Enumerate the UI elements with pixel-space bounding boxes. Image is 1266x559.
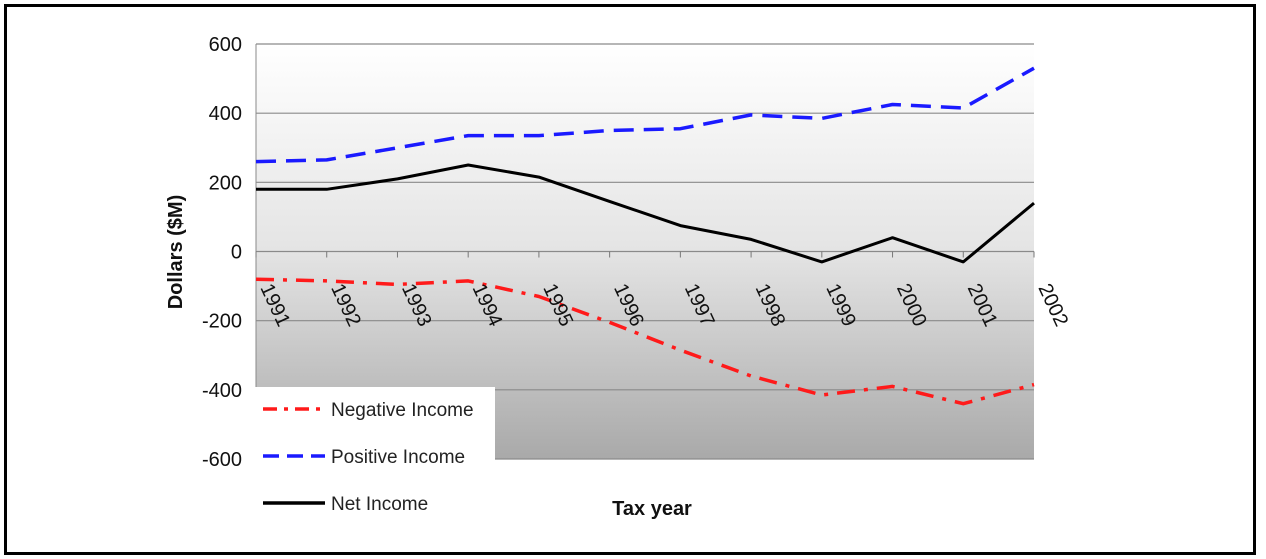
gridlines <box>255 43 1035 460</box>
x-axis-title: Tax year <box>612 498 692 520</box>
legend-label: Net Income <box>331 494 428 515</box>
y-tick-label: -600 <box>202 449 242 471</box>
y-tick-label: 200 <box>209 172 242 194</box>
legend-label: Positive Income <box>331 447 465 468</box>
legend-items: Negative Income Positive Income Net Income <box>263 400 474 515</box>
series-line-negative-income <box>255 277 1035 406</box>
series-line-positive-income <box>255 66 1035 164</box>
y-axis-title: Dollars ($M) <box>165 195 187 309</box>
x-tick-label: 2002 <box>1033 280 1072 330</box>
series-lines <box>255 66 1035 406</box>
y-tick-label: 0 <box>231 242 242 264</box>
y-tick-label: 400 <box>209 103 242 125</box>
y-tick-label: -400 <box>202 380 242 402</box>
y-tick-label: -200 <box>202 311 242 333</box>
legend-label: Negative Income <box>331 400 474 421</box>
series-line-net-income <box>256 163 1035 264</box>
y-axis-ticks: 600 400 200 0 -200 -400 -600 <box>202 34 242 471</box>
chart-frame: 600 400 200 0 -200 -400 -600 1991 1992 1993 1994 1… <box>4 4 1256 555</box>
y-tick-label: 600 <box>209 34 242 56</box>
